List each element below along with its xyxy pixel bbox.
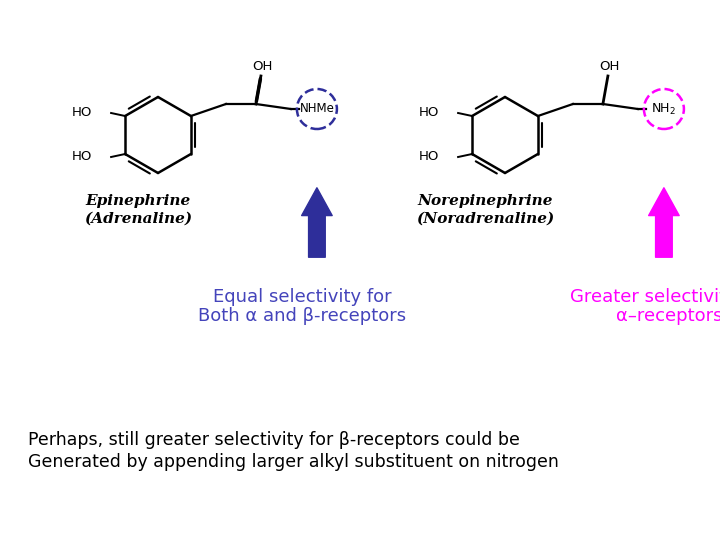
Text: α–receptors: α–receptors: [616, 307, 720, 325]
FancyArrowPatch shape: [649, 188, 679, 257]
Text: Epinephrine: Epinephrine: [86, 194, 191, 208]
Text: HO: HO: [419, 151, 439, 164]
Text: Equal selectivity for: Equal selectivity for: [212, 288, 391, 306]
Text: OH: OH: [600, 59, 620, 72]
Text: HO: HO: [72, 151, 92, 164]
Text: HO: HO: [72, 106, 92, 119]
Text: Both α and β-receptors: Both α and β-receptors: [198, 307, 406, 325]
Text: Norepinephrine: Norepinephrine: [418, 194, 553, 208]
Text: OH: OH: [253, 59, 273, 72]
Text: NH$_2$: NH$_2$: [652, 102, 676, 117]
Text: Generated by appending larger alkyl substituent on nitrogen: Generated by appending larger alkyl subs…: [28, 453, 559, 471]
Text: Greater selectivity for: Greater selectivity for: [570, 288, 720, 306]
Text: (Adrenaline): (Adrenaline): [84, 212, 192, 226]
FancyArrowPatch shape: [302, 188, 332, 257]
Text: HO: HO: [419, 106, 439, 119]
Text: NHMe: NHMe: [300, 103, 334, 116]
Text: (Noradrenaline): (Noradrenaline): [416, 212, 554, 226]
Text: Perhaps, still greater selectivity for β-receptors could be: Perhaps, still greater selectivity for β…: [28, 431, 520, 449]
